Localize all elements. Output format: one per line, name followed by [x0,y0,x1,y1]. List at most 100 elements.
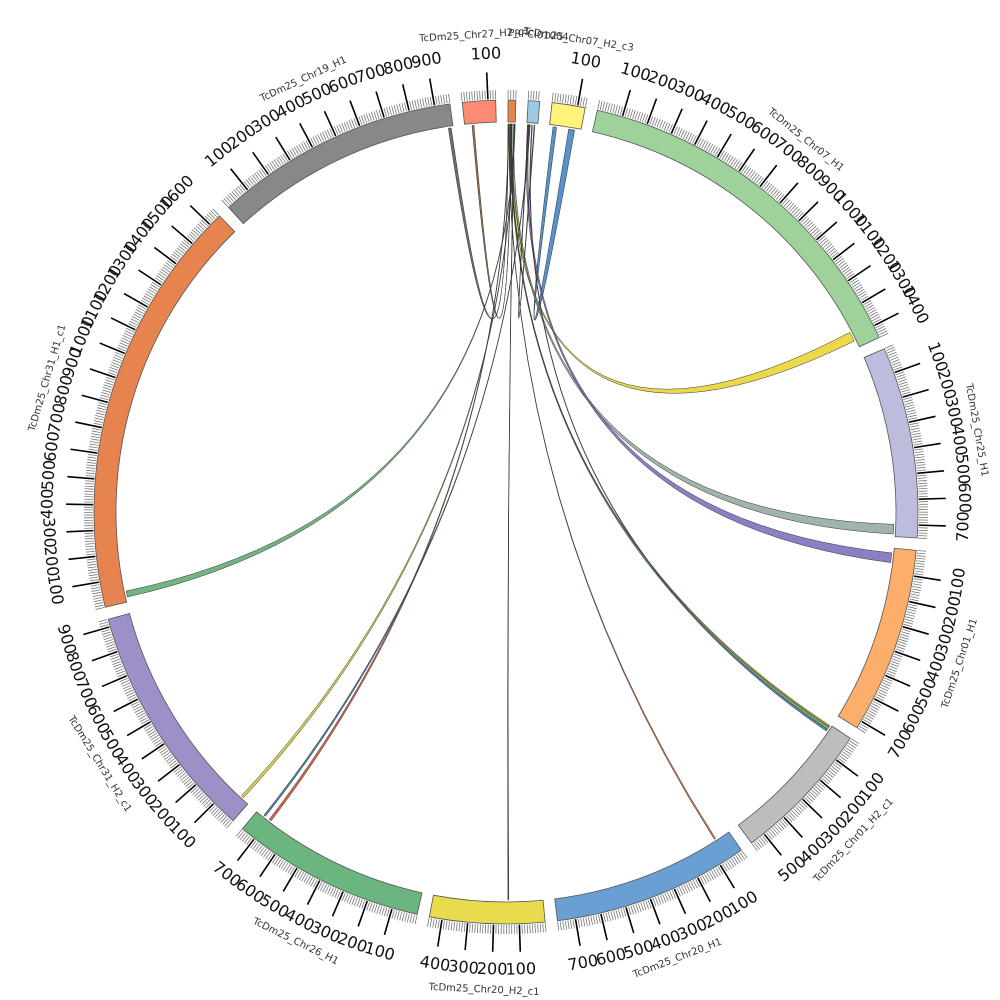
tick-label: 100 [505,959,536,979]
minor-tick [90,438,100,441]
minor-tick [796,212,804,220]
major-tick [91,650,118,662]
minor-tick [150,734,159,741]
ideogram-7 [737,725,851,844]
minor-tick [582,917,586,927]
minor-tick [657,895,662,905]
major-tick [141,743,165,760]
minor-tick [781,818,789,827]
minor-tick [282,153,289,162]
minor-tick [741,850,748,859]
minor-tick [909,422,919,426]
minor-tick [220,815,227,824]
minor-tick [346,121,351,130]
minor-tick [580,918,583,928]
minor-tick [137,712,146,718]
minor-tick [271,855,278,864]
minor-tick [775,192,783,200]
minor-tick [404,912,408,922]
minor-tick [791,206,798,214]
minor-tick [396,910,400,920]
minor-tick [530,90,532,100]
major-tick [123,292,148,308]
minor-tick [437,919,440,929]
minor-tick [293,146,300,155]
minor-tick [642,901,647,911]
minor-tick [834,256,842,263]
minor-tick [109,653,119,658]
minor-tick [912,435,922,438]
minor-tick [126,691,135,697]
minor-tick [849,277,858,284]
minor-tick [110,364,120,369]
minor-tick [866,306,876,313]
minor-tick [334,889,339,898]
minor-tick [344,893,349,903]
minor-tick [187,782,195,789]
minor-tick [453,921,456,931]
minor-tick [274,857,280,865]
minor-tick [212,808,220,816]
minor-tick [92,427,102,431]
minor-tick [800,800,808,808]
minor-tick [194,790,202,797]
minor-tick [93,420,103,423]
minor-tick [264,165,271,174]
minor-tick [865,304,874,310]
major-tick [759,164,778,187]
minor-tick [458,922,461,932]
minor-tick [562,921,565,931]
minor-tick [807,223,815,231]
minor-tick [115,352,124,357]
minor-tick [818,235,826,243]
minor-tick [252,842,259,850]
minor-tick [564,94,567,104]
minor-tick [147,730,156,736]
minor-tick [846,273,855,279]
minor-tick [370,111,375,121]
minor-tick [221,199,229,207]
minor-tick [90,435,100,439]
minor-tick [305,140,311,149]
minor-tick [368,112,373,122]
minor-tick [678,886,684,896]
minor-tick [201,797,209,805]
minor-tick [193,227,202,235]
minor-tick [644,114,649,124]
minor-tick [84,485,94,487]
minor-tick [669,891,674,900]
minor-tick [888,351,897,356]
minor-tick [85,545,95,548]
minor-tick [440,95,443,105]
minor-tick [913,578,923,581]
minor-tick [170,255,178,262]
minor-tick [324,130,329,140]
minor-tick [917,550,927,552]
links-layer [125,123,895,901]
minor-tick [892,364,902,368]
minor-tick [888,667,897,673]
minor-tick [768,830,775,839]
minor-tick [613,910,617,920]
major-tick [138,269,162,286]
minor-tick [341,123,346,132]
minor-tick [175,249,183,256]
minor-tick [567,920,570,930]
minor-tick [878,330,888,336]
major-tick [331,891,344,917]
segment-name-14: TcDm25_Chr27_H2_c1 [418,26,530,44]
minor-tick [749,171,756,179]
minor-tick [741,164,747,173]
major-tick [908,415,936,423]
minor-tick [134,708,143,713]
minor-tick [275,157,282,166]
minor-tick [468,91,471,101]
minor-tick [870,705,879,711]
minor-tick [590,916,594,926]
minor-tick [787,813,795,821]
minor-tick [106,643,115,648]
minor-tick [881,682,891,687]
minor-tick [619,106,624,116]
minor-tick [386,908,390,917]
minor-tick [842,751,850,758]
